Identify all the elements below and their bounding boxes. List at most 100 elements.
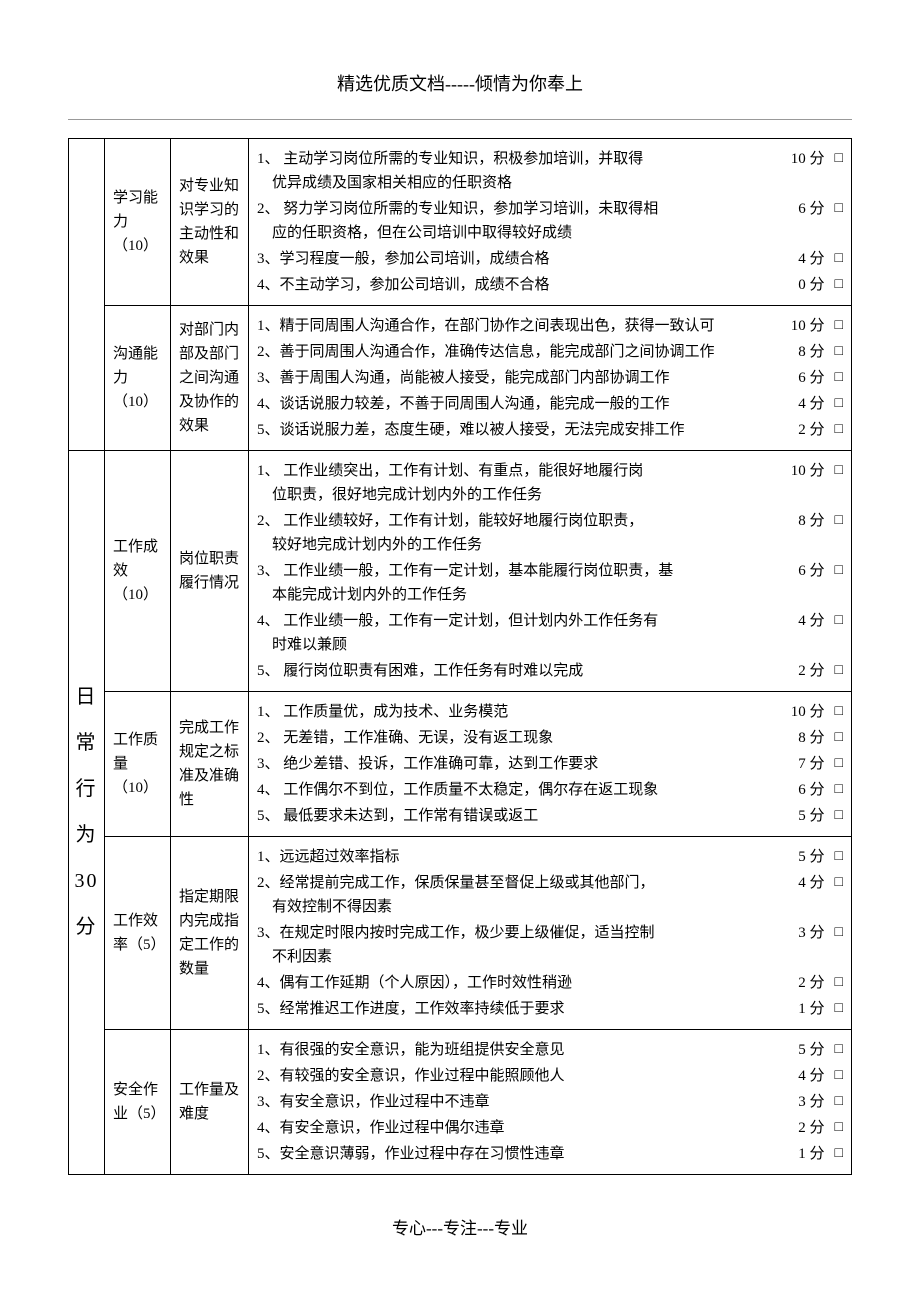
criteria-cell: 1、 工作业绩突出，工作有计划、有重点，能很好地履行岗 位职责，很好地完成计划内… <box>249 450 852 691</box>
criteria-score: 6 分 □ <box>798 778 843 802</box>
score-checkbox[interactable]: □ <box>835 610 843 632</box>
score-label: 8 分 <box>798 340 824 364</box>
criteria-row: 5、谈话说服力差，态度生硬，难以被人接受，无法完成安排工作2 分□ <box>257 418 843 442</box>
criteria-score: 4 分 □ <box>798 247 843 271</box>
criteria-text: 1、 工作业绩突出，工作有计划、有重点，能很好地履行岗 位职责，很好地完成计划内… <box>257 459 787 507</box>
criteria-row: 2、有较强的安全意识，作业过程中能照顾他人4 分□ <box>257 1064 843 1088</box>
criteria-score: 2 分 □ <box>798 659 843 683</box>
category-vertical: 日常行为30分 <box>77 681 96 943</box>
score-checkbox[interactable]: □ <box>835 419 843 441</box>
criteria-text: 1、 工作质量优，成为技术、业务模范 <box>257 700 787 724</box>
criteria-row: 3、 绝少差错、投诉，工作准确可靠，达到工作要求7 分□ <box>257 752 843 776</box>
score-checkbox[interactable]: □ <box>835 248 843 270</box>
category-cell: 日常行为30分 <box>69 450 105 1174</box>
criteria-text: 3、在规定时限内按时完成工作，极少要上级催促，适当控制 不利因素 <box>257 921 794 969</box>
score-label: 5 分 <box>798 1038 824 1062</box>
score-checkbox[interactable]: □ <box>835 872 843 894</box>
score-label: 4 分 <box>798 871 824 895</box>
score-checkbox[interactable]: □ <box>835 972 843 994</box>
criteria-row: 5、经常推迟工作进度，工作效率持续低于要求1 分□ <box>257 997 843 1021</box>
criteria-text: 1、精于同周围人沟通合作，在部门协作之间表现出色，获得一致认可 <box>257 314 787 338</box>
criteria-row: 3、在规定时限内按时完成工作，极少要上级催促，适当控制 不利因素3 分 □ <box>257 921 843 969</box>
category-cell <box>69 138 105 450</box>
score-checkbox[interactable]: □ <box>835 367 843 389</box>
score-checkbox[interactable]: □ <box>835 510 843 532</box>
score-checkbox[interactable]: □ <box>835 315 843 337</box>
score-checkbox[interactable]: □ <box>835 727 843 749</box>
criteria-text: 2、经常提前完成工作，保质保量甚至督促上级或其他部门， 有效控制不得因素 <box>257 871 794 919</box>
criteria-row: 3、 工作业绩一般，工作有一定计划，基本能履行岗位职责，基 本能完成计划内外的工… <box>257 559 843 607</box>
criteria-text: 5、 履行岗位职责有困难，工作任务有时难以完成 <box>257 659 794 683</box>
criteria-row: 4、偶有工作延期（个人原因），工作时效性稍逊2 分□ <box>257 971 843 995</box>
score-checkbox[interactable]: □ <box>835 779 843 801</box>
score-checkbox[interactable]: □ <box>835 274 843 296</box>
score-label: 5 分 <box>798 804 824 828</box>
criteria-text: 4、 工作偶尔不到位，工作质量不太稳定，偶尔存在返工现象 <box>257 778 794 802</box>
score-label: 4 分 <box>798 392 824 416</box>
category-char: 分 <box>76 911 98 943</box>
category-char: 30 <box>75 865 99 897</box>
criteria-text: 5、安全意识薄弱，作业过程中存在习惯性违章 <box>257 1142 794 1166</box>
score-checkbox[interactable]: □ <box>835 1065 843 1087</box>
criteria-text: 4、谈话说服力较差，不善于同周围人沟通，能完成一般的工作 <box>257 392 794 416</box>
criteria-text: 1、有很强的安全意识，能为班组提供安全意见 <box>257 1038 794 1062</box>
score-checkbox[interactable]: □ <box>835 1091 843 1113</box>
criteria-score: 3 分 □ <box>798 921 843 945</box>
score-checkbox[interactable]: □ <box>835 393 843 415</box>
criteria-text: 3、有安全意识，作业过程中不违章 <box>257 1090 794 1114</box>
score-label: 2 分 <box>798 659 824 683</box>
criteria-text: 3、善于周围人沟通，尚能被人接受，能完成部门内部协调工作 <box>257 366 794 390</box>
score-label: 3 分 <box>798 921 824 945</box>
desc-cell: 完成工作规定之标准及准确性 <box>171 691 249 836</box>
score-checkbox[interactable]: □ <box>835 1117 843 1139</box>
item-cell: 学习能力（10） <box>105 138 171 305</box>
table-row: 日常行为30分工作成效（10）岗位职责履行情况1、 工作业绩突出，工作有计划、有… <box>69 450 852 691</box>
criteria-score: 3 分 □ <box>798 1090 843 1114</box>
criteria-score: 6 分□ <box>798 366 843 390</box>
score-checkbox[interactable]: □ <box>835 1039 843 1061</box>
score-label: 8 分 <box>798 509 824 533</box>
criteria-score: 4 分 □ <box>798 871 843 895</box>
criteria-score: 10 分□ <box>791 700 843 724</box>
score-checkbox[interactable]: □ <box>835 1143 843 1165</box>
score-label: 6 分 <box>798 197 824 221</box>
criteria-row: 4、谈话说服力较差，不善于同周围人沟通，能完成一般的工作4 分 □ <box>257 392 843 416</box>
score-checkbox[interactable]: □ <box>835 460 843 482</box>
criteria-score: 2 分□ <box>798 418 843 442</box>
criteria-score: 8 分 □ <box>798 509 843 533</box>
criteria-row: 5、 履行岗位职责有困难，工作任务有时难以完成2 分 □ <box>257 659 843 683</box>
score-label: 6 分 <box>798 778 824 802</box>
score-label: 0 分 <box>798 273 824 297</box>
score-label: 4 分 <box>798 247 824 271</box>
criteria-score: 5 分□ <box>798 845 843 869</box>
page-footer: 专心---专注---专业 <box>0 1215 920 1242</box>
score-checkbox[interactable]: □ <box>835 560 843 582</box>
score-checkbox[interactable]: □ <box>835 660 843 682</box>
criteria-row: 5、 最低要求未达到，工作常有错误或返工5 分□ <box>257 804 843 828</box>
criteria-row: 1、 工作业绩突出，工作有计划、有重点，能很好地履行岗 位职责，很好地完成计划内… <box>257 459 843 507</box>
score-checkbox[interactable]: □ <box>835 341 843 363</box>
criteria-text: 3、 绝少差错、投诉，工作准确可靠，达到工作要求 <box>257 752 794 776</box>
score-label: 3 分 <box>798 1090 824 1114</box>
category-char: 常 <box>76 727 98 759</box>
score-label: 4 分 <box>798 1064 824 1088</box>
criteria-score: 1 分□ <box>798 1142 843 1166</box>
desc-cell: 对部门内部及部门之间沟通及协作的效果 <box>171 305 249 450</box>
score-checkbox[interactable]: □ <box>835 753 843 775</box>
score-checkbox[interactable]: □ <box>835 198 843 220</box>
score-checkbox[interactable]: □ <box>835 701 843 723</box>
score-checkbox[interactable]: □ <box>835 148 843 170</box>
item-cell: 工作质量（10） <box>105 691 171 836</box>
score-label: 4 分 <box>798 609 824 633</box>
criteria-score: 0 分 □ <box>798 273 843 297</box>
criteria-text: 4、有安全意识，作业过程中偶尔违章 <box>257 1116 794 1140</box>
score-checkbox[interactable]: □ <box>835 805 843 827</box>
score-checkbox[interactable]: □ <box>835 998 843 1020</box>
score-checkbox[interactable]: □ <box>835 846 843 868</box>
criteria-row: 2、 无差错，工作准确、无误，没有返工现象8 分□ <box>257 726 843 750</box>
criteria-row: 3、善于周围人沟通，尚能被人接受，能完成部门内部协调工作6 分□ <box>257 366 843 390</box>
category-char: 行 <box>76 773 98 805</box>
item-cell: 工作效率（5） <box>105 836 171 1029</box>
score-checkbox[interactable]: □ <box>835 922 843 944</box>
criteria-score: 4 分 □ <box>798 1064 843 1088</box>
